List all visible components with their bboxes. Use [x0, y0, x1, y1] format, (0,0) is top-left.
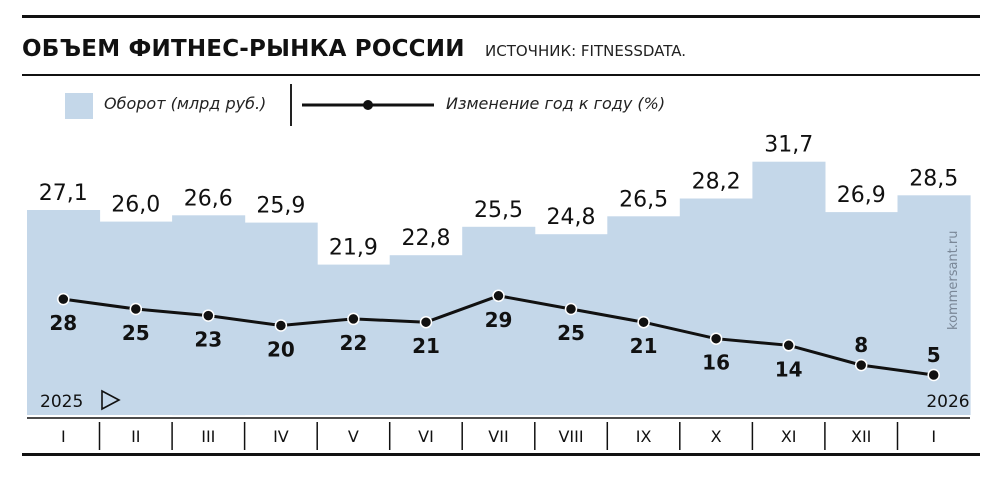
- yoy-value-label: 25: [122, 321, 150, 345]
- x-tick-label: I: [931, 427, 936, 446]
- yoy-point: [782, 339, 795, 352]
- yoy-value-label: 25: [557, 321, 585, 345]
- bar-value-label: 24,8: [547, 205, 596, 230]
- yoy-point: [129, 302, 143, 316]
- x-tick-label: I: [61, 427, 66, 446]
- x-tick-label: VI: [418, 427, 434, 446]
- yoy-value-label: 20: [267, 338, 295, 362]
- x-tick-label: VIII: [558, 427, 583, 446]
- yoy-value-label: 22: [339, 331, 367, 355]
- yoy-point: [274, 319, 288, 332]
- bar-8: [534, 234, 608, 415]
- period-end-label: 2026: [926, 392, 969, 412]
- yoy-point: [927, 368, 940, 382]
- x-tick-label: III: [201, 427, 215, 446]
- bar-5: [317, 264, 391, 415]
- yoy-point: [854, 358, 868, 372]
- legend-line-label: Изменение год к году (%): [446, 94, 666, 113]
- bar-value-label: 28,5: [909, 166, 958, 191]
- bar-9: [607, 216, 681, 415]
- yoy-value-label: 21: [412, 334, 440, 358]
- bar-11: [752, 161, 826, 415]
- chart-title: ОБЪЕМ ФИТНЕС-РЫНКА РОССИИ: [22, 36, 465, 62]
- x-tick-label: IV: [273, 427, 289, 446]
- yoy-value-label: 28: [49, 311, 77, 335]
- x-tick-label: IX: [636, 427, 652, 446]
- yoy-point: [637, 315, 650, 329]
- play-arrow-icon: [101, 389, 121, 411]
- yoy-point: [564, 302, 578, 316]
- yoy-value-label: 8: [854, 333, 868, 357]
- bar-value-label: 22,8: [402, 226, 451, 251]
- bar-value-label: 26,5: [619, 187, 668, 212]
- bar-value-label: 26,0: [111, 193, 160, 218]
- bar-value-label: 31,7: [764, 133, 813, 158]
- bar-value-label: 21,9: [329, 236, 378, 261]
- yoy-value-label: 5: [927, 343, 941, 367]
- yoy-point: [709, 332, 723, 345]
- yoy-value-label: 14: [775, 357, 803, 381]
- yoy-value-label: 23: [194, 328, 222, 352]
- bar-7: [462, 226, 536, 415]
- yoy-point: [419, 315, 433, 329]
- bar-value-label: 25,9: [256, 194, 305, 219]
- yoy-point: [202, 309, 215, 322]
- bar-12: [824, 212, 898, 415]
- yoy-point: [57, 292, 70, 306]
- yoy-value-label: 21: [630, 334, 658, 358]
- x-tick-label: X: [711, 427, 722, 446]
- legend-separator: [290, 84, 292, 126]
- x-tick-label: II: [131, 427, 140, 446]
- bar-10: [679, 198, 753, 415]
- x-tick-label: V: [348, 427, 359, 446]
- top-rule: [22, 15, 980, 18]
- x-tick-label: XI: [781, 427, 797, 446]
- watermark: kommersant.ru: [946, 230, 961, 330]
- bar-4: [244, 222, 318, 415]
- period-start-label: 2025: [40, 392, 83, 412]
- chart-source: ИСТОЧНИК: FITNESSDATA.: [485, 42, 687, 60]
- bar-2: [99, 221, 173, 415]
- bar-value-label: 28,2: [692, 170, 741, 195]
- yoy-point: [492, 289, 505, 303]
- bar-value-label: 25,5: [474, 198, 523, 223]
- bar-value-label: 26,9: [837, 183, 886, 208]
- legend-line-swatch: [302, 100, 434, 110]
- legend-bar-swatch: [65, 93, 93, 119]
- legend-bar-label: Оборот (млрд руб.): [104, 94, 267, 113]
- x-tick-label: VII: [488, 427, 508, 446]
- yoy-point: [347, 312, 360, 326]
- x-tick-label: XII: [851, 427, 871, 446]
- bar-1: [27, 210, 101, 415]
- yoy-value-label: 29: [485, 308, 513, 332]
- bottom-rule: [22, 453, 980, 456]
- bar-value-label: 26,6: [184, 186, 233, 211]
- bar-6: [389, 255, 463, 415]
- yoy-value-label: 16: [702, 351, 730, 375]
- bar-value-label: 27,1: [39, 181, 88, 206]
- title-rule: [22, 74, 980, 76]
